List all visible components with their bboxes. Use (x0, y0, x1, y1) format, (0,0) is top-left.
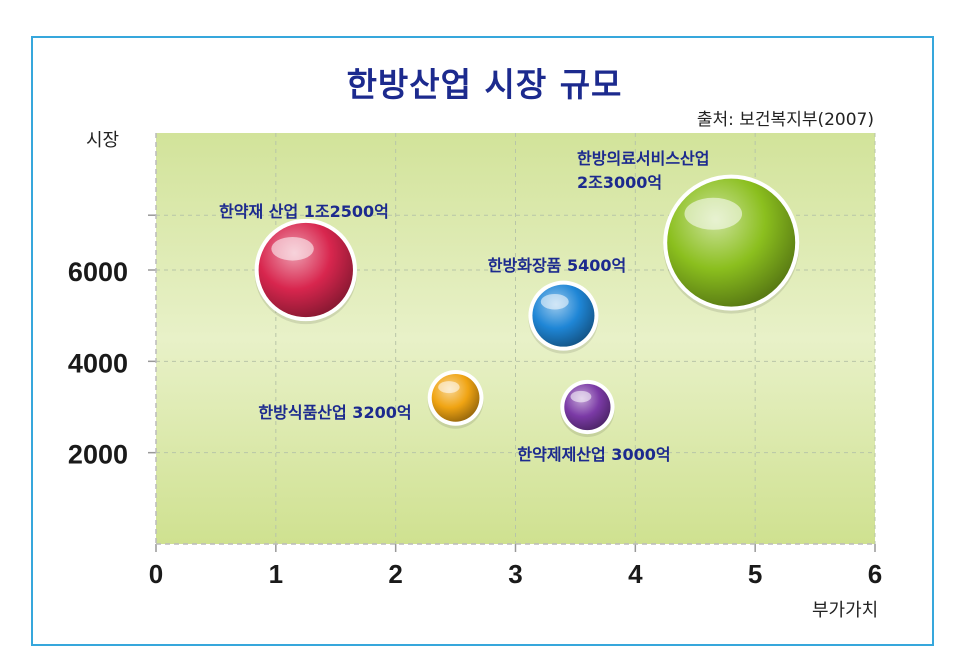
x-tick-label: 6 (868, 559, 882, 589)
y-tick-label: 2000 (68, 440, 128, 470)
chart-title: 한방산업 시장 규모 (346, 65, 623, 104)
bubble-label: 한방식품산업 3200억 (258, 403, 411, 422)
bubble-highlight (684, 197, 743, 230)
y-tick-label: 6000 (68, 257, 128, 287)
bubble-highlight (540, 293, 569, 310)
bubble-highlight (271, 236, 314, 261)
bubble (431, 373, 480, 422)
bubble-label: 한약제제산업 3000억 (517, 445, 670, 464)
y-axis-label: 시장 (86, 130, 119, 151)
bubble-label: 2조3000억 (577, 173, 662, 192)
bubble-highlight (438, 381, 460, 394)
bubble-label: 한약재 산업 1조2500억 (219, 202, 389, 221)
axes: 0 1 2 3 4 5 6 2000 4000 6000 (68, 133, 882, 589)
y-tick-label: 4000 (68, 348, 128, 378)
source-note: 출처: 보건복지부(2007) (696, 110, 874, 130)
bubbles (254, 174, 800, 438)
bubble (667, 178, 796, 307)
bubble (564, 383, 611, 431)
x-tick-label: 3 (508, 559, 522, 589)
x-tick-label: 4 (628, 559, 643, 589)
x-tick-label: 5 (748, 559, 762, 589)
x-tick-label: 2 (388, 559, 402, 589)
bubble (532, 284, 595, 347)
bubble-label: 한방의료서비스산업 (577, 149, 709, 168)
chart-frame (31, 36, 934, 646)
x-tick-label: 0 (149, 559, 163, 589)
bubble-label: 한방화장품 5400억 (488, 256, 626, 275)
x-axis-label: 부가가치 (812, 600, 878, 621)
bubble-highlight (570, 390, 592, 403)
x-tick-label: 1 (269, 559, 283, 589)
bubble (258, 222, 353, 318)
